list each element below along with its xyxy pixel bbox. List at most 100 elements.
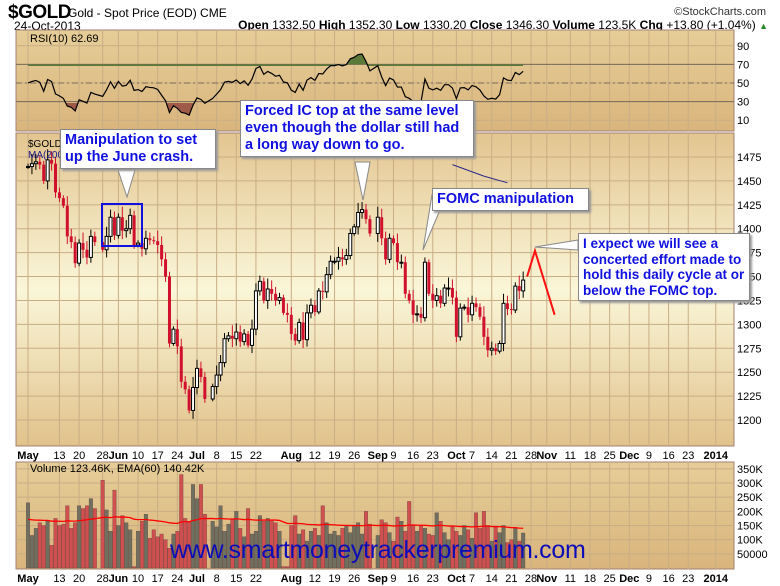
volume-bar [415, 531, 420, 569]
candle-down [262, 281, 266, 301]
volume-x-tick-label: 14 [486, 573, 498, 585]
candle-up [497, 342, 502, 352]
watermark: www.smartmoneytrackerpremium.com [170, 536, 586, 564]
close-label: Close [469, 18, 503, 32]
volume-bar [100, 480, 105, 569]
volume-bar [285, 566, 290, 569]
candle-up [108, 216, 113, 237]
volume-bar [143, 514, 148, 569]
chg-value: +13.80 (+1.04%) [666, 18, 756, 32]
volume-bar [49, 545, 54, 569]
rsi-y-tick-label: 50 [737, 78, 749, 90]
volume-bar [477, 528, 482, 569]
candle-down [270, 288, 274, 294]
volume-y-tick-label: 350K [737, 464, 763, 476]
price-x-tick-label: Jun [109, 450, 129, 462]
volume-x-tick-label: Nov [536, 573, 558, 585]
rsi-line [27, 53, 524, 116]
candle-down [411, 300, 415, 315]
candle-down [203, 376, 207, 399]
price-x-tick-label: 2014 [704, 450, 729, 462]
ohlc-summary: Open 1332.50 High 1352.30 Low 1330.20 Cl… [238, 18, 768, 32]
candle-up [375, 216, 380, 235]
volume-bar [340, 528, 345, 569]
candle-down [293, 333, 297, 341]
volume-x-tick-label: Aug [281, 573, 302, 585]
volume-bar [442, 532, 447, 569]
volume-y-tick-label: 250K [737, 492, 763, 504]
close-value: 1346.30 [505, 18, 550, 32]
price-legend-symbol: $GOLD [28, 139, 62, 150]
volume-bar [159, 533, 164, 569]
volume-bar [234, 511, 239, 569]
volume-bar [513, 528, 518, 569]
volume-bar [470, 538, 475, 569]
ma-200-line [452, 164, 508, 184]
rsi-y-tick-label: 70 [737, 59, 749, 71]
volume-label: Volume [552, 18, 595, 32]
volume-bar [387, 532, 392, 569]
volume-bar [198, 484, 203, 569]
candle-down [230, 335, 234, 339]
candle-up [143, 237, 148, 250]
candle-down [313, 305, 317, 312]
price-x-tick-label: 23 [682, 450, 694, 462]
price-x-tick-label: Oct [447, 450, 466, 462]
candle-down [238, 332, 242, 342]
volume-bar [147, 538, 152, 569]
volume-bar [33, 528, 38, 569]
volume-x-tick-label: 9 [390, 573, 396, 585]
annotation-june-crash: Manipulation to set up the June crash. [60, 129, 216, 169]
volume-panel [15, 461, 735, 570]
rsi-oversold-fill [65, 103, 206, 116]
price-x-tick-label: 25 [604, 450, 616, 462]
candle-down [403, 262, 407, 294]
volume-bar [367, 523, 372, 569]
candle-down [486, 336, 490, 351]
volume-bar [77, 505, 82, 569]
volume-bar [466, 529, 471, 569]
volume-bar [238, 528, 243, 569]
candle-up [242, 333, 247, 343]
volume-bar [257, 515, 262, 569]
volume-bar [348, 532, 353, 569]
candle-down [85, 249, 89, 258]
candle-down [81, 243, 85, 250]
volume-bar [395, 516, 400, 569]
volume-bar [171, 533, 176, 569]
volume-bar [226, 523, 231, 569]
candle-down [289, 314, 293, 334]
candle-down [179, 346, 183, 382]
volume-bar [26, 502, 30, 569]
candle-down [148, 238, 152, 241]
volume-bar [163, 539, 168, 569]
candle-down [478, 307, 482, 317]
up-triangle-icon: ▲ [759, 21, 768, 31]
candle-up [348, 233, 353, 257]
candle-down [156, 241, 160, 245]
candle-down [160, 244, 164, 260]
rsi-y-tick-label: 30 [737, 97, 749, 109]
candle-up [214, 374, 219, 388]
price-x-tick-label: 22 [250, 450, 262, 462]
price-x-tick-label: Dec [619, 450, 639, 462]
candle-down [407, 293, 411, 301]
volume-x-tick-label: May [17, 573, 39, 585]
price-x-tick-label: 24 [171, 450, 183, 462]
candle-down [285, 312, 289, 315]
candle-up [305, 312, 310, 341]
candle-up [26, 166, 30, 169]
volume-bar [242, 536, 247, 569]
volume-bar [434, 512, 439, 569]
volume-bar [281, 566, 286, 569]
candle-up [33, 161, 38, 165]
volume-bar [73, 522, 78, 569]
candle-up [501, 302, 506, 344]
volume-bar [124, 522, 129, 569]
annotation-ic-top: Forced IC top at the same level even tho… [240, 100, 474, 157]
candle-down [54, 163, 58, 193]
volume-bar [446, 539, 451, 569]
volume-bar [364, 511, 368, 569]
candle-up [336, 256, 341, 262]
candle-down [112, 217, 116, 236]
